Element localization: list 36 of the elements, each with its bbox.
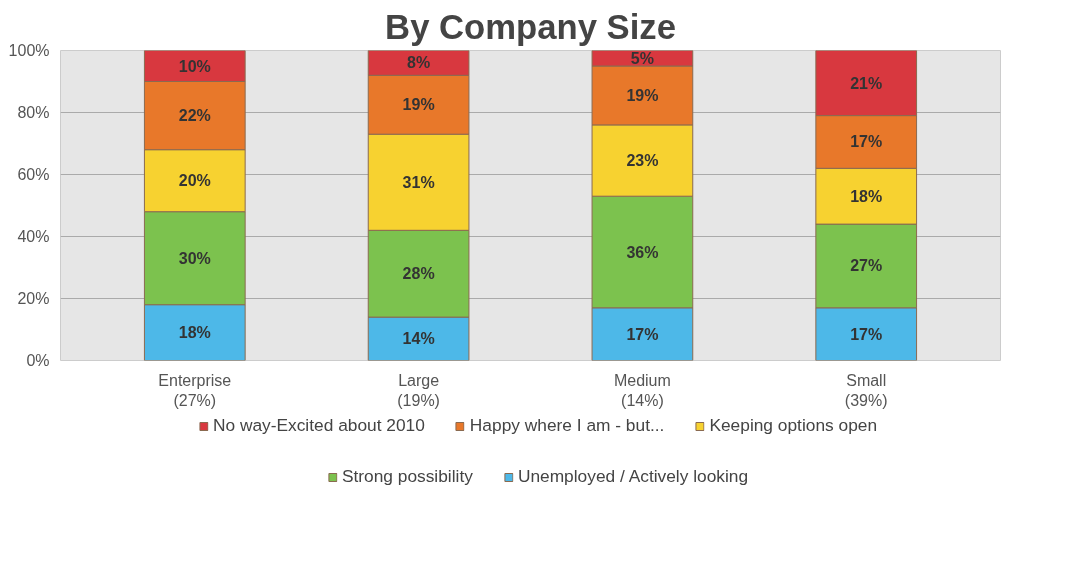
data-label: 18% <box>850 187 883 205</box>
data-label: 18% <box>178 324 211 342</box>
data-label: 21% <box>850 74 883 92</box>
data-label: 31% <box>402 173 435 191</box>
y-tick-label: 20% <box>17 290 50 307</box>
data-label: 28% <box>402 265 435 283</box>
data-label: 23% <box>626 152 659 170</box>
data-label: 5% <box>630 49 654 67</box>
data-label: 17% <box>850 133 883 151</box>
y-tick-label: 0% <box>26 352 50 369</box>
x-tick-label: Medium (14%) <box>613 371 671 409</box>
legend-label: No way-Excited about 2010 <box>212 415 425 436</box>
data-label: 14% <box>402 330 435 348</box>
data-label: 22% <box>178 107 211 125</box>
chart-title: By Company Size <box>385 7 676 46</box>
data-label: 19% <box>626 86 659 104</box>
legend-label: Unemployed / Actively looking <box>517 466 749 487</box>
legend-label: Keeping options open <box>709 415 878 436</box>
data-label: 30% <box>178 249 211 267</box>
data-label: 20% <box>178 172 211 190</box>
x-tick-label: Enterprise (27%) <box>158 371 232 409</box>
data-label: 17% <box>626 325 659 343</box>
y-tick-label: 80% <box>17 104 50 121</box>
data-label: 10% <box>178 57 211 75</box>
y-tick-label: 60% <box>17 166 50 183</box>
legend-label: Happy where I am - but... <box>469 415 665 436</box>
data-label: 36% <box>626 243 659 261</box>
data-label: 19% <box>402 96 435 114</box>
y-tick-label: 100% <box>8 42 50 59</box>
legend-label: Strong possibility <box>341 466 473 487</box>
data-label: 8% <box>407 54 431 72</box>
x-tick-label: Small (39%) <box>844 371 888 409</box>
y-tick-label: 40% <box>17 228 50 245</box>
data-label: 27% <box>850 257 883 275</box>
x-tick-label: Large (19%) <box>397 371 440 409</box>
data-label: 17% <box>850 325 883 343</box>
